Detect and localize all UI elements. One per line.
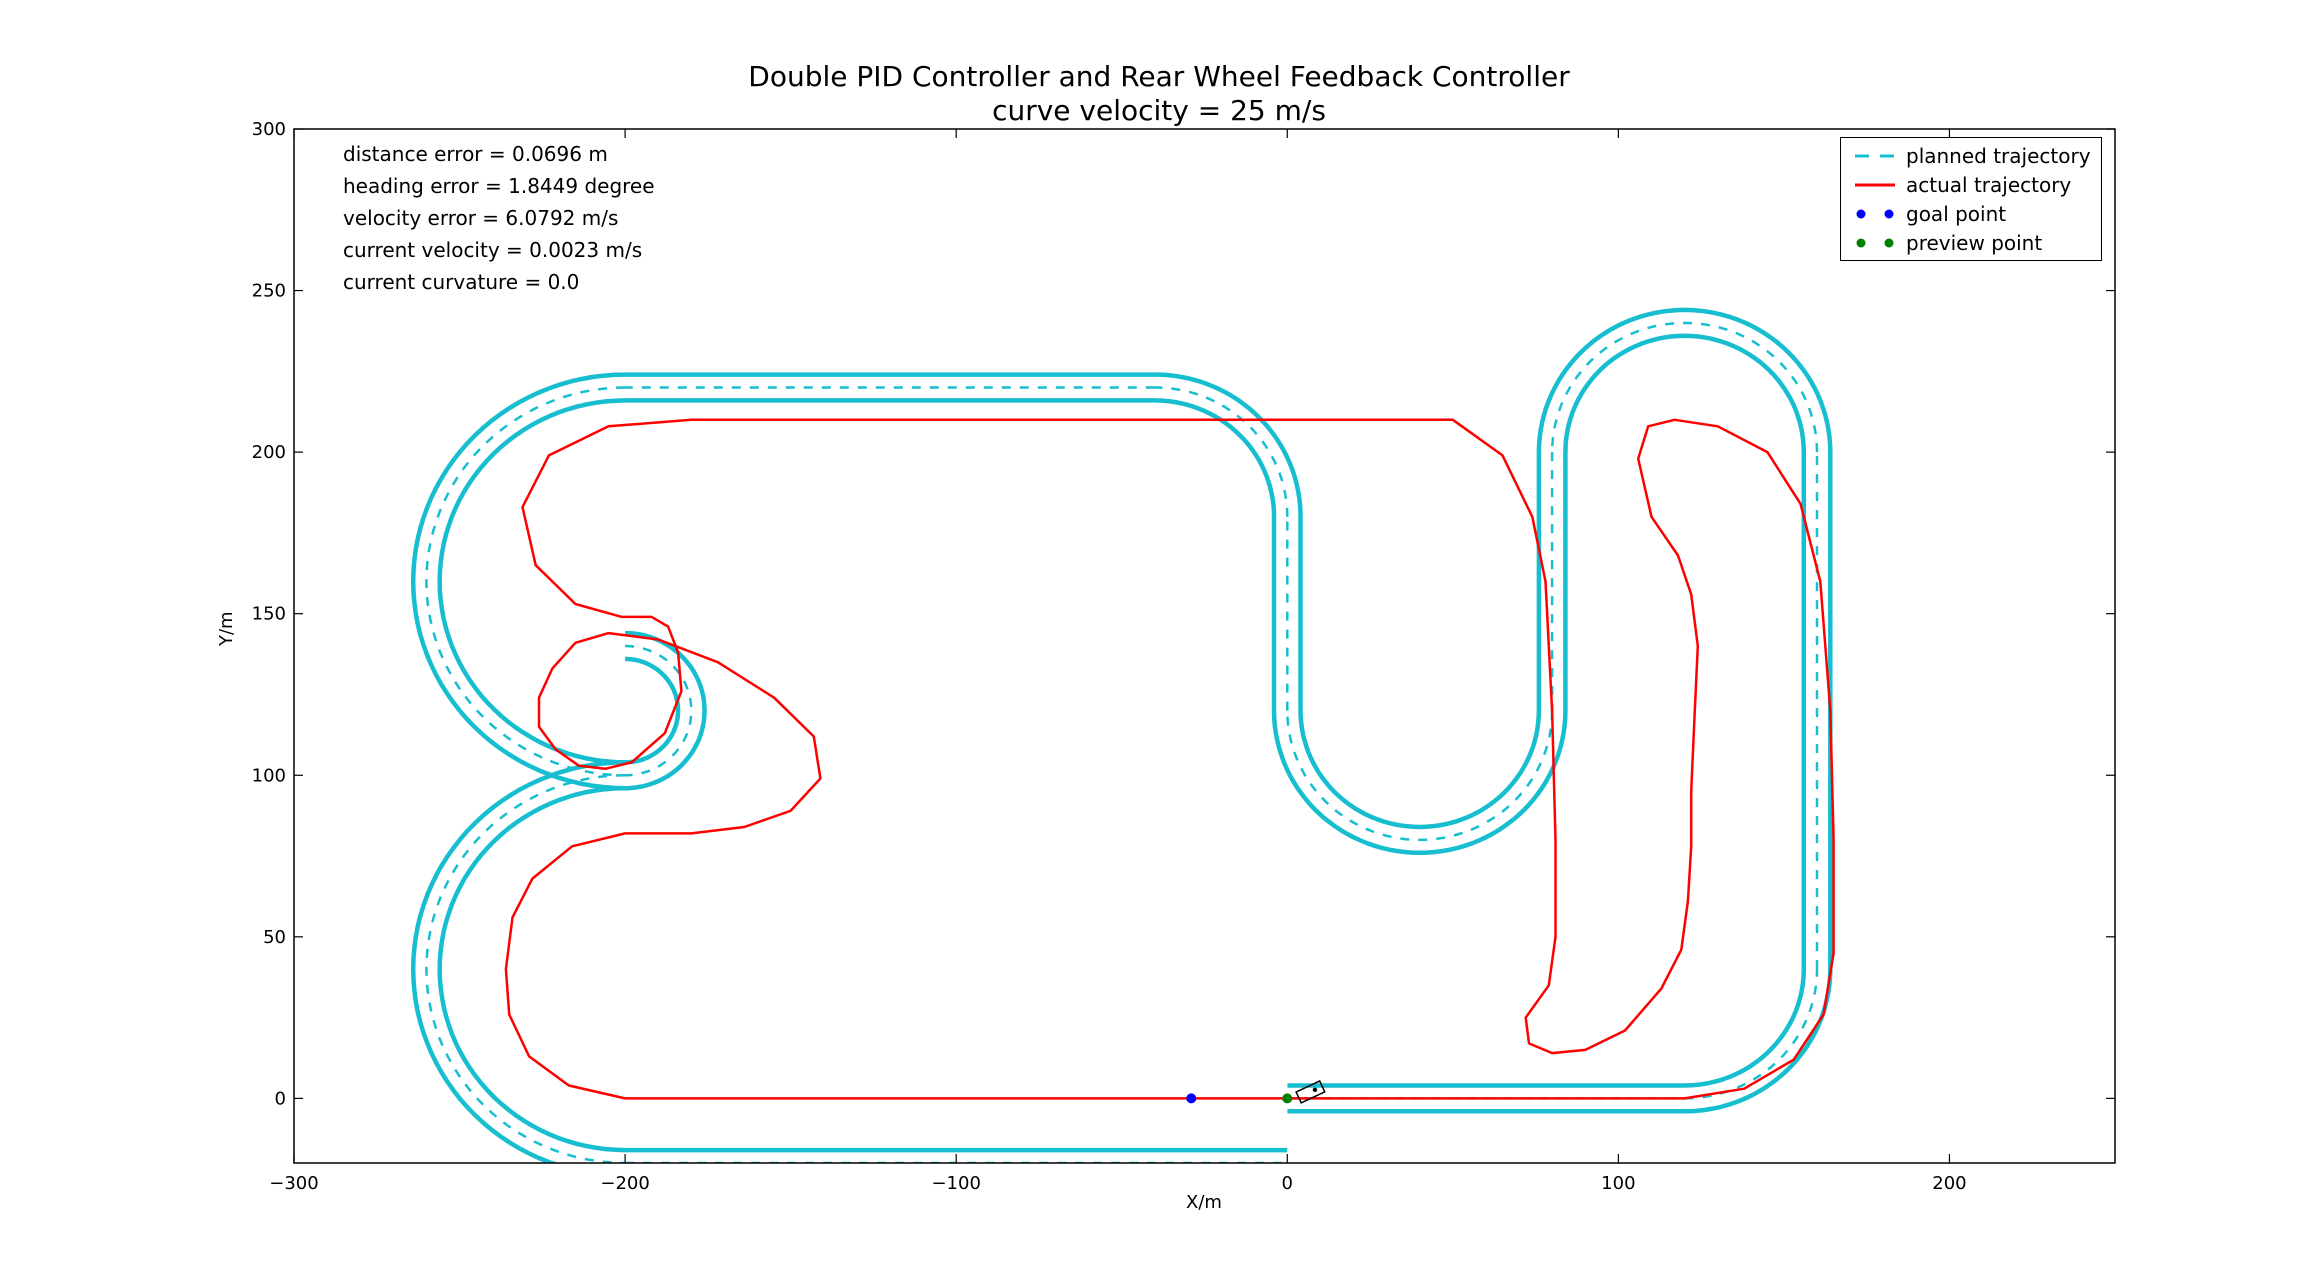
y-tick-label: 100 — [252, 765, 286, 786]
preview-point-marker — [1282, 1093, 1293, 1104]
y-tick-label: 150 — [252, 604, 286, 625]
legend-item-preview: preview point — [1841, 229, 2101, 257]
y-tick-label: 50 — [263, 927, 286, 948]
annotation-distance-error: distance error = 0.0696 m — [343, 142, 608, 166]
goal-point-marker — [1186, 1093, 1197, 1104]
planned-trajectory-line — [425, 321, 1819, 1163]
legend-label-actual: actual trajectory — [1906, 173, 2072, 197]
legend-item-actual: actual trajectory — [1841, 171, 2101, 199]
legend-label-goal: goal point — [1906, 202, 2007, 226]
legend: planned trajectory actual trajectory goa… — [1840, 137, 2102, 261]
x-axis-label: X/m — [1186, 1192, 1222, 1213]
x-tick-label: 100 — [1601, 1173, 1635, 1194]
y-tick-label: 200 — [252, 442, 286, 463]
legend-label-planned: planned trajectory — [1906, 144, 2091, 168]
chart-subtitle: curve velocity = 25 m/s — [992, 94, 1326, 127]
actual-trajectory-line — [504, 418, 1835, 1100]
annotation-current-curvature: current curvature = 0.0 — [343, 270, 580, 294]
chart-title: Double PID Controller and Rear Wheel Fee… — [748, 60, 1570, 93]
annotation-current-velocity: current velocity = 0.0023 m/s — [343, 238, 643, 262]
legend-item-planned: planned trajectory — [1841, 142, 2101, 170]
blue-dot-swatch — [1856, 209, 1894, 219]
annotation-velocity-error: velocity error = 6.0792 m/s — [343, 206, 619, 230]
plot-content — [410, 307, 1835, 1163]
legend-item-goal: goal point — [1841, 200, 2101, 228]
axis-ticks: −300 −200 −100 0 100 200 0 50 100 150 200 250 300 — [252, 119, 2115, 1194]
vehicle-body — [1295, 1079, 1326, 1104]
dashed-line-swatch — [1855, 154, 1894, 158]
legend-label-preview: preview point — [1906, 231, 2043, 255]
green-dot-swatch — [1856, 238, 1894, 248]
x-tick-label: −100 — [931, 1173, 980, 1194]
vehicle-axle — [1312, 1087, 1318, 1092]
road-edge-left — [437, 333, 1807, 1153]
x-tick-label: 200 — [1932, 1173, 1966, 1194]
vehicle-marker — [1295, 1079, 1326, 1104]
x-tick-label: −200 — [600, 1173, 649, 1194]
road-edge-right — [410, 307, 1833, 1163]
axes-frame — [293, 128, 2116, 1164]
x-tick-label: 0 — [1282, 1173, 1293, 1194]
y-tick-label: 250 — [252, 281, 286, 302]
y-tick-label: 300 — [252, 119, 286, 140]
annotation-heading-error: heading error = 1.8449 degree — [343, 174, 655, 198]
y-tick-label: 0 — [275, 1088, 286, 1109]
solid-line-swatch — [1855, 183, 1895, 187]
y-axis-label: Y/m — [216, 611, 237, 646]
x-tick-label: −300 — [269, 1173, 318, 1194]
